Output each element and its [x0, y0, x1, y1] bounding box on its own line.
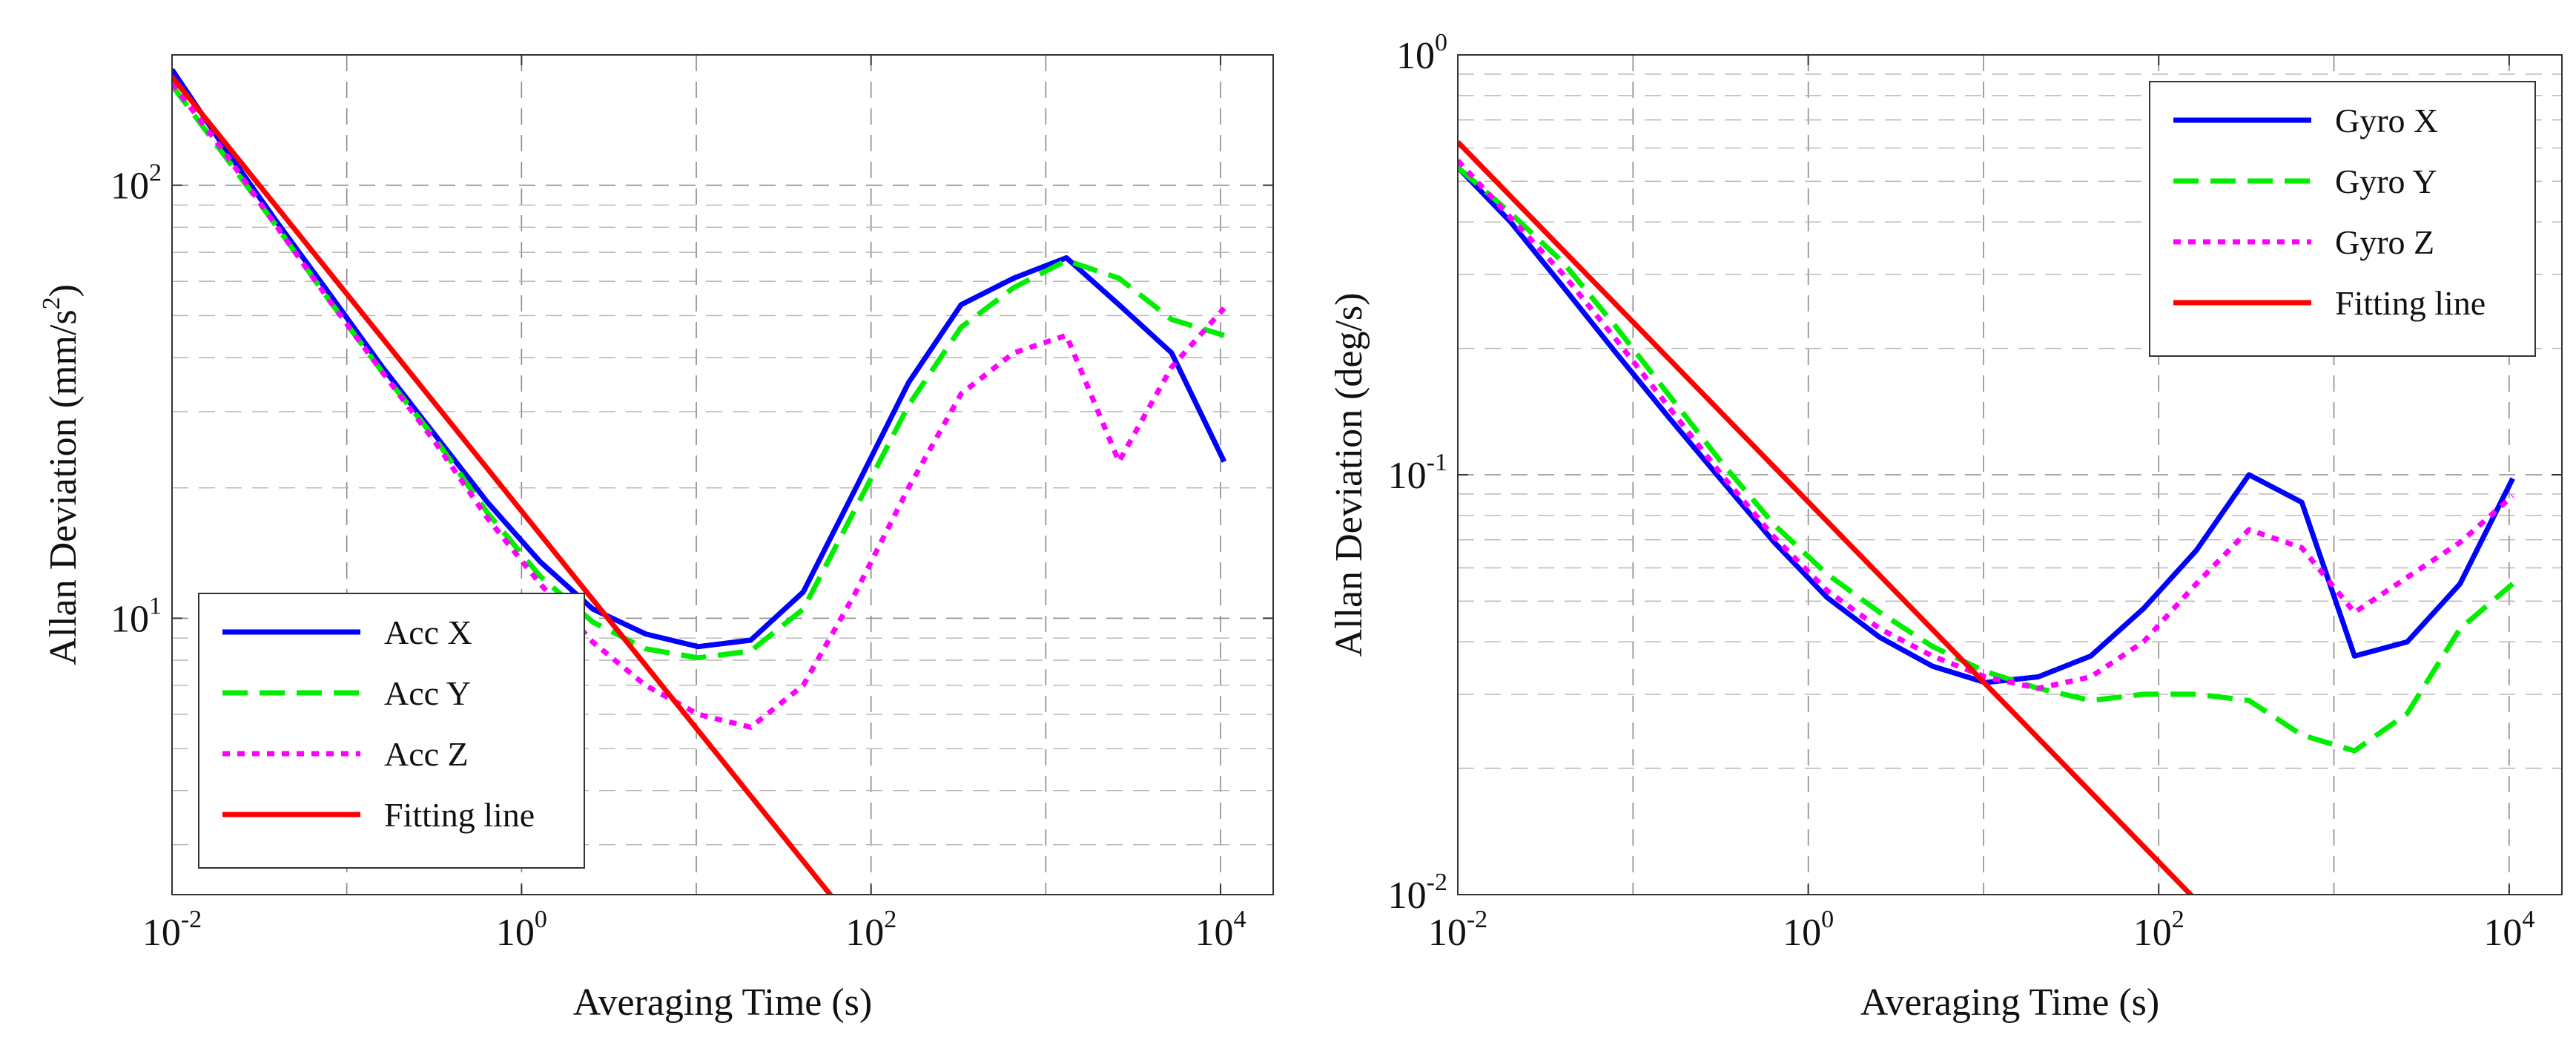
acc-series-fitting-line: [172, 75, 834, 895]
gyro-x-tick-label: 10-2: [1428, 906, 1487, 954]
acc-tick-marks: [171, 55, 1273, 895]
acc-x-tick-label: 100: [496, 906, 547, 954]
gyro-chart: 10-2 100 102 104 10-2 10-1 100 Averaging Time (…: [1328, 29, 2563, 1024]
acc-x-tick-label: 104: [1195, 906, 1246, 954]
gyro-y-axis-label: Allan Deviation (deg/s): [1328, 293, 1370, 657]
acc-legend-label: Acc X: [384, 613, 472, 651]
gyro-legend-label: Gyro Z: [2335, 223, 2434, 261]
gyro-series: [1458, 140, 2515, 895]
acc-x-axis-label: Averaging Time (s): [573, 981, 872, 1024]
acc-x-tick-label: 102: [845, 906, 896, 954]
acc-series: [172, 68, 1227, 895]
gyro-tick-marks: [1457, 54, 2562, 895]
gyro-x-axis-label: Averaging Time (s): [1860, 981, 2159, 1024]
acc-legend-label: Acc Y: [384, 674, 471, 712]
gyro-series-fitting-line: [1458, 140, 2195, 895]
gyro-x-tick-label: 100: [1783, 906, 1834, 954]
acc-y-axis-label: Allan Deviation (mm/s2): [38, 284, 85, 665]
acc-series-acc-x: [172, 68, 1227, 650]
gyro-y-tick-label: 10-1: [1388, 449, 1447, 497]
acc-chart: 10-2 100 102 104 101 102 Averaging Time (s) All…: [38, 54, 1274, 1024]
gyro-x-tick-label: 104: [2483, 906, 2534, 954]
gyro-legend-label: Gyro Y: [2335, 162, 2437, 200]
acc-y-tick-label: 102: [110, 159, 162, 208]
acc-series-acc-z: [172, 82, 1226, 730]
gyro-x-tick-label: 102: [2133, 906, 2184, 954]
acc-x-tick-label: 10-2: [142, 906, 202, 954]
gyro-y-tick-label: 10-2: [1388, 869, 1447, 917]
gyro-legend-label: Gyro X: [2335, 102, 2438, 139]
acc-y-tick-label: 101: [110, 592, 162, 640]
acc-legend-label: Acc Z: [384, 735, 469, 773]
acc-legend: Acc X Acc Y Acc Z Fitting line: [198, 593, 585, 869]
acc-legend-box: [198, 593, 585, 869]
gyro-series-gyro-z: [1458, 159, 2515, 691]
gyro-legend: Gyro X Gyro Y Gyro Z Fitting line: [2149, 81, 2536, 357]
gyro-legend-label: Fitting line: [2335, 284, 2486, 322]
acc-axes-frame: [171, 54, 1274, 895]
gyro-y-tick-label: 100: [1396, 29, 1447, 77]
acc-legend-label: Fitting line: [384, 796, 535, 834]
gyro-legend-box: [2149, 81, 2536, 357]
